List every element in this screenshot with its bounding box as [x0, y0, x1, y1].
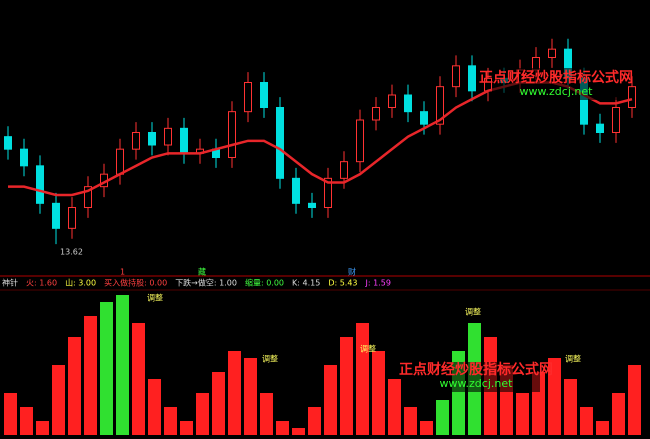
candle-body: [404, 94, 412, 113]
bar: [132, 323, 145, 435]
annotation: 调整: [565, 354, 581, 364]
candle-body: [116, 148, 124, 175]
watermark-bg: [412, 362, 540, 392]
bar: [356, 323, 369, 435]
candle-body: [180, 127, 188, 154]
indicator-label: 山: 3.00: [65, 278, 96, 288]
bar: [244, 358, 257, 435]
bar: [420, 421, 433, 435]
watermark-bg: [492, 68, 620, 100]
candle-body: [4, 136, 12, 150]
indicator-bar: 神针 火: 1.60 山: 3.00 买入做持股: 0.00 下跌→做空: 1.00 缩量…: [2, 278, 391, 288]
bar: [68, 337, 81, 435]
indicator-label: 神针: [2, 278, 18, 288]
bar: [580, 407, 593, 435]
indicator-panel: [4, 295, 641, 435]
bar: [4, 393, 17, 435]
bar: [516, 393, 529, 435]
bar: [276, 421, 289, 435]
candle-body: [276, 107, 284, 179]
marker: 财: [348, 267, 356, 277]
bar: [628, 365, 641, 435]
indicator-label: J: 1.59: [365, 279, 391, 288]
indicator-label: K: 4.15: [292, 279, 320, 288]
bar: [20, 407, 33, 435]
bar: [324, 365, 337, 435]
bar: [564, 379, 577, 435]
annotation: 调整: [360, 344, 376, 354]
candle-body: [420, 111, 428, 125]
annotation: 调整: [262, 354, 278, 364]
candle-body: [36, 165, 44, 204]
indicator-label: 买入做持股: 0.00: [104, 278, 167, 288]
candle-body: [20, 148, 28, 167]
marker: 藏: [198, 267, 206, 277]
candle-body: [548, 48, 556, 59]
bar: [404, 407, 417, 435]
candle-body: [308, 202, 316, 208]
candle-body: [388, 94, 396, 108]
watermark-url: www.zdcj.net: [520, 85, 594, 98]
candle-body: [596, 123, 604, 133]
candle-body: [436, 86, 444, 125]
bar: [148, 379, 161, 435]
bar: [340, 337, 353, 435]
bar: [260, 393, 273, 435]
bar: [612, 393, 625, 435]
annotation: 调整: [465, 307, 481, 317]
candle-body: [468, 65, 476, 92]
bar: [100, 302, 113, 435]
candle-body: [324, 177, 332, 208]
marker: 1: [120, 268, 125, 277]
indicator-label: 下跌→做空: 1.00: [175, 278, 237, 288]
candle-body: [628, 86, 636, 108]
candle-body: [612, 107, 620, 133]
candle-body: [372, 107, 380, 121]
bar: [36, 421, 49, 435]
candle-body: [260, 82, 268, 108]
candle-body: [148, 132, 156, 146]
candle-body: [340, 161, 348, 179]
bar: [196, 393, 209, 435]
bar: [164, 407, 177, 435]
candle-body: [228, 111, 236, 158]
bar: [52, 365, 65, 435]
indicator-label: 缩量: 0.00: [245, 278, 284, 288]
candle-body: [292, 177, 300, 204]
candle-body: [356, 119, 364, 163]
candle-body: [68, 207, 76, 229]
candle-body: [164, 127, 172, 146]
watermark-title: 正点财经炒股指标公式网: [479, 69, 633, 86]
watermark-title: 正点财经炒股指标公式网: [399, 361, 553, 378]
bar: [228, 351, 241, 435]
bar: [116, 295, 129, 435]
bar: [308, 407, 321, 435]
candle-body: [84, 186, 92, 209]
candle-body: [52, 202, 60, 229]
bar: [84, 316, 97, 435]
annotation: 调整: [147, 293, 163, 303]
bar: [212, 372, 225, 435]
bar: [436, 400, 449, 435]
low-label: 13.62: [60, 248, 83, 257]
indicator-label: 火: 1.60: [26, 279, 57, 288]
bar: [372, 351, 385, 435]
candle-body: [244, 82, 252, 113]
bar: [180, 421, 193, 435]
bar: [292, 428, 305, 435]
price-panel: 13.62: [4, 38, 636, 257]
watermark-url: www.zdcj.net: [440, 377, 514, 390]
candle-body: [132, 132, 140, 150]
bar: [596, 421, 609, 435]
candle-body: [452, 65, 460, 88]
bar: [388, 379, 401, 435]
indicator-label: D: 5.43: [328, 279, 357, 288]
bar: [548, 358, 561, 435]
